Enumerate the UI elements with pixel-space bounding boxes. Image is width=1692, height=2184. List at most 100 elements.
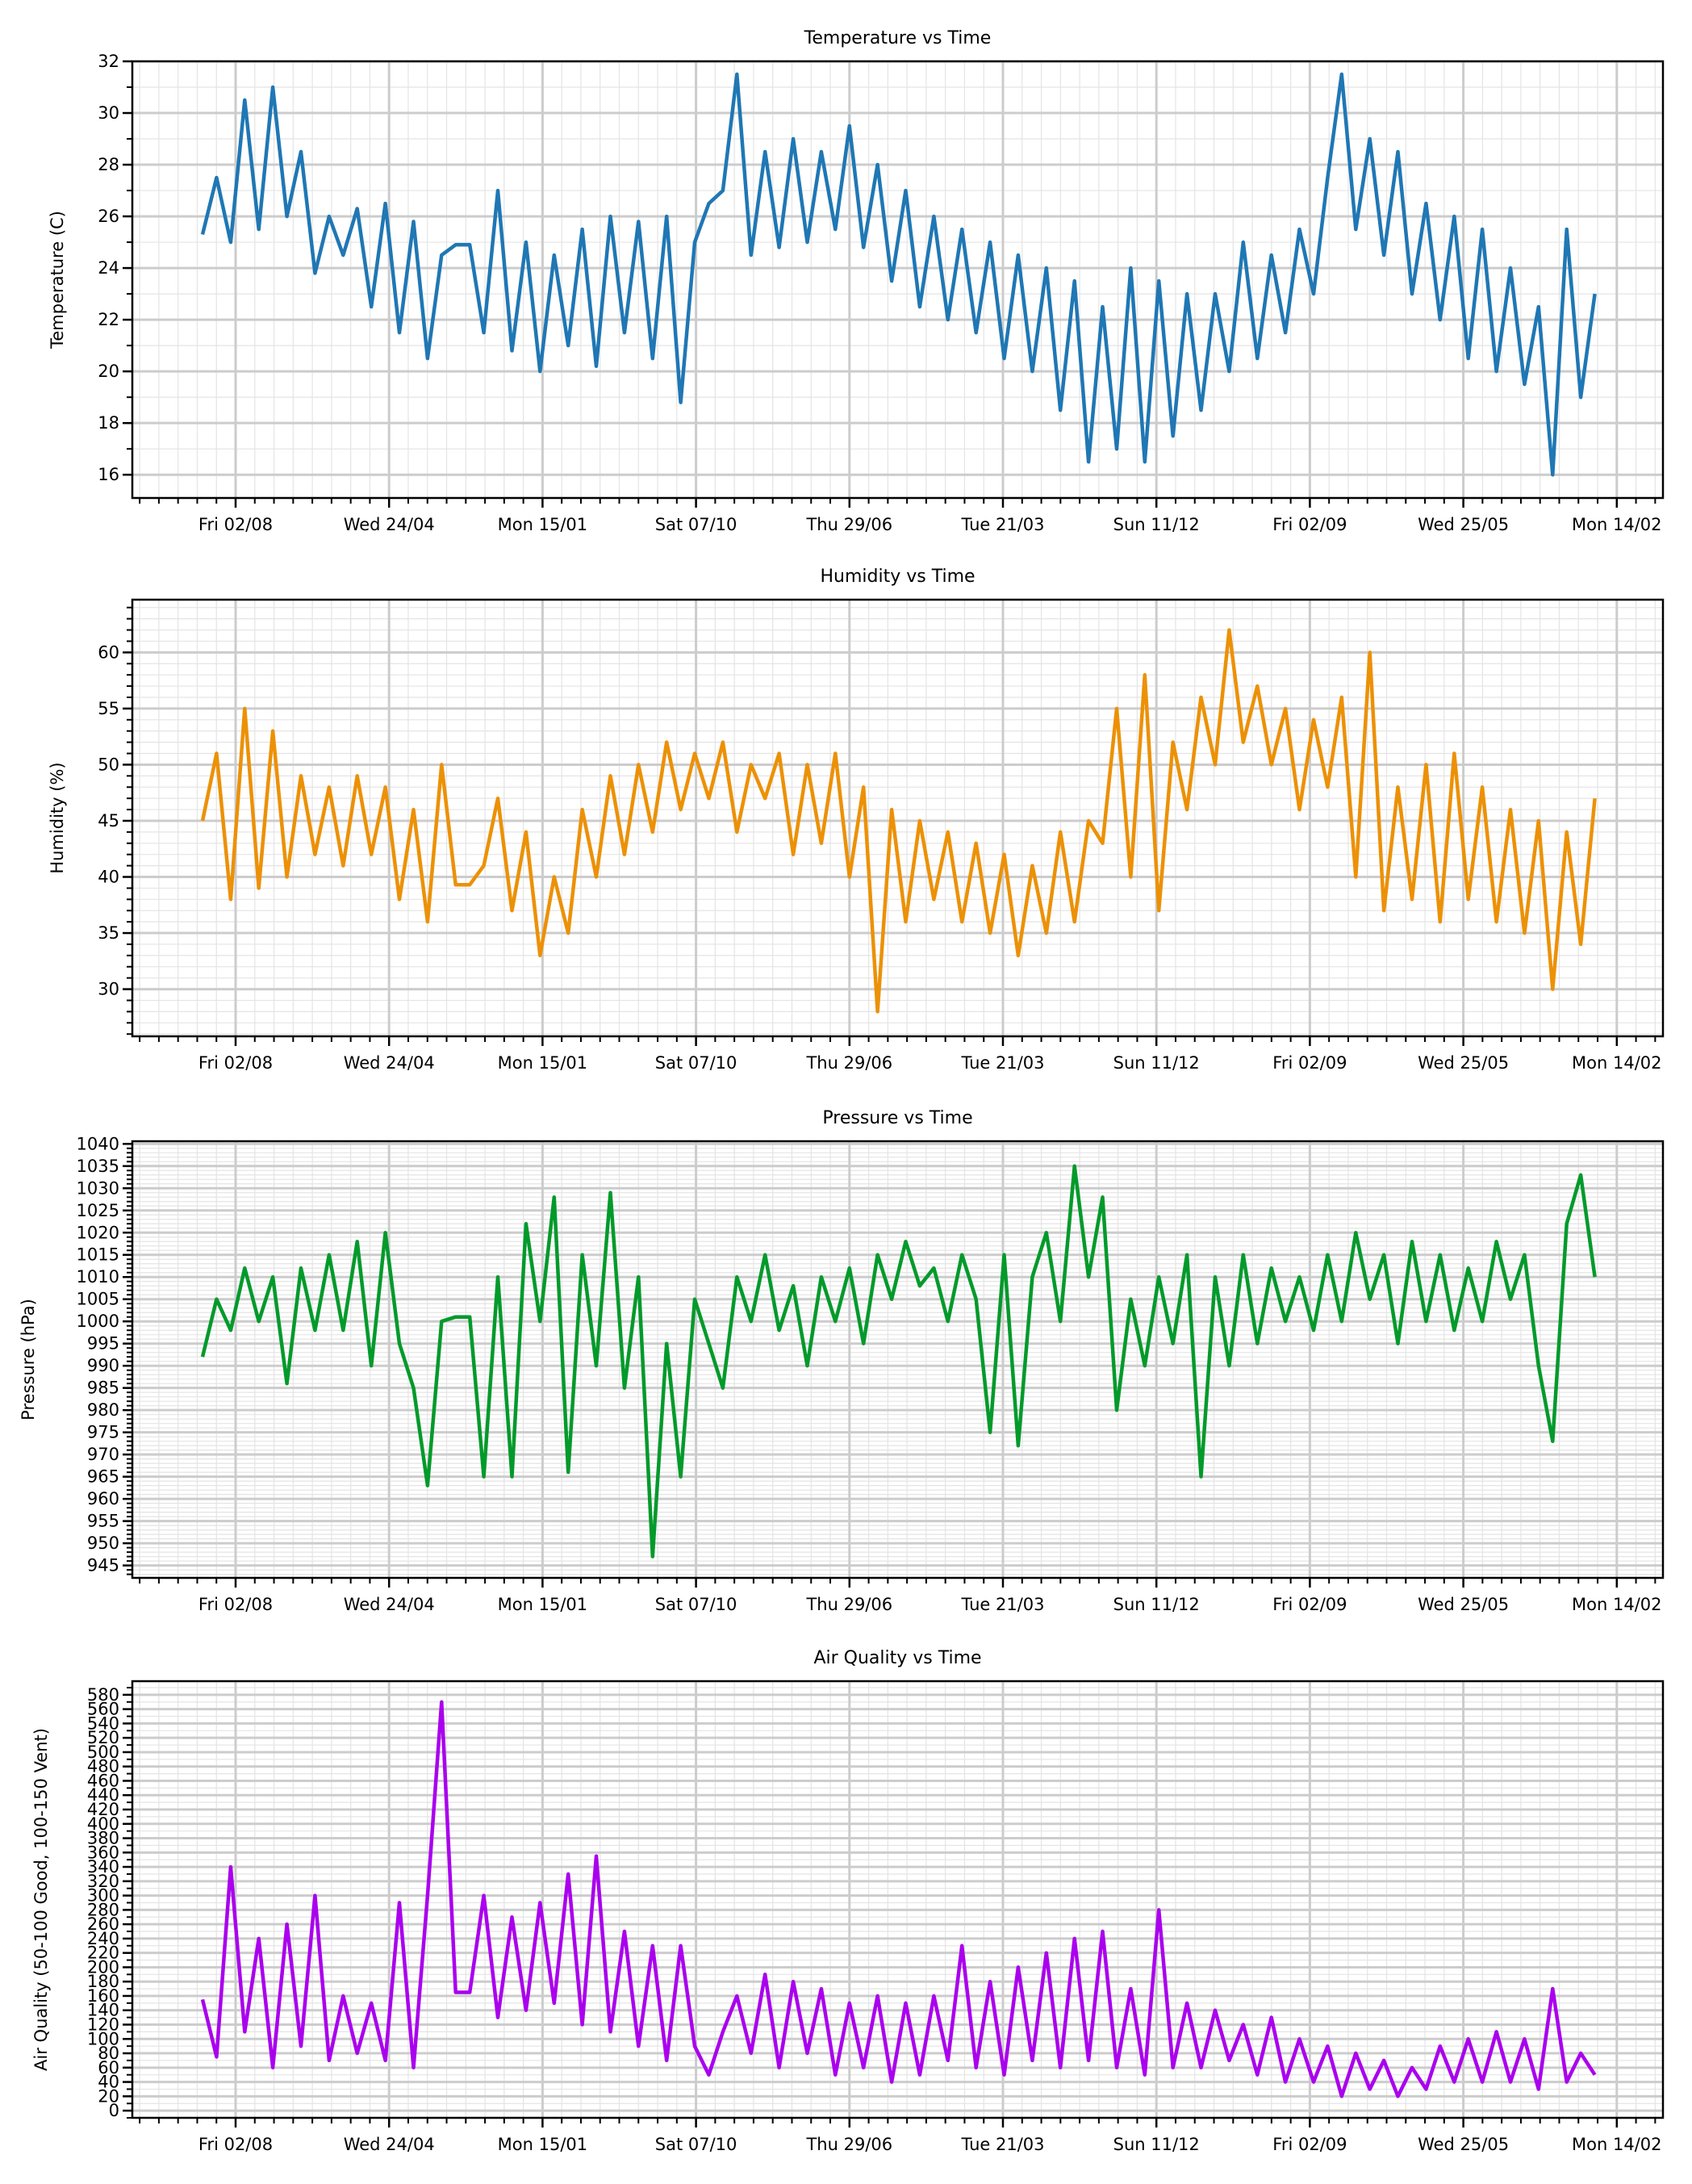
y-tick-label: 985 bbox=[87, 1379, 119, 1398]
x-tick-label: Thu 29/06 bbox=[805, 515, 892, 534]
y-tick-label: 30 bbox=[98, 980, 119, 999]
y-tick-label: 140 bbox=[87, 2001, 119, 2020]
x-tick-label: Sat 07/10 bbox=[655, 515, 737, 534]
x-tick-label: Sun 11/12 bbox=[1113, 1595, 1200, 1614]
y-tick-label: 60 bbox=[98, 2058, 119, 2077]
y-tick-label: 40 bbox=[98, 2073, 119, 2092]
y-tick-label: 120 bbox=[87, 2015, 119, 2035]
x-tick-label: Fri 02/08 bbox=[198, 1595, 273, 1614]
y-tick-label: 45 bbox=[98, 811, 119, 831]
chart-panel-4: Fri 02/08 Wed 24/04 Mon 15/01 Sat 07/10 Thu … bbox=[31, 1648, 1665, 2154]
y-tick-label: 945 bbox=[87, 1556, 119, 1575]
y-tick-label: 1020 bbox=[77, 1223, 119, 1242]
y-tick-label: 950 bbox=[87, 1533, 119, 1553]
y-tick-label: 50 bbox=[98, 755, 119, 774]
y-tick-label: 560 bbox=[87, 1700, 119, 1719]
y-tick-label: 55 bbox=[98, 699, 119, 718]
y-tick-label: 955 bbox=[87, 1512, 119, 1531]
x-tick-label: Mon 15/01 bbox=[498, 1053, 587, 1073]
chart-title: Temperature vs Time bbox=[804, 28, 992, 48]
y-tick-label: 360 bbox=[87, 1843, 119, 1862]
chart-panel-2: Fri 02/08 Wed 24/04 Mon 15/01 Sat 07/10 Thu … bbox=[48, 567, 1665, 1073]
x-tick-label: Mon 14/02 bbox=[1572, 1053, 1661, 1073]
y-tick-label: 420 bbox=[87, 1800, 119, 1819]
y-tick-label: 580 bbox=[87, 1685, 119, 1705]
x-tick-label: Wed 25/05 bbox=[1418, 515, 1509, 534]
y-tick-label: 18 bbox=[98, 413, 119, 433]
y-tick-label: 28 bbox=[98, 155, 119, 174]
x-tick-label: Sun 11/12 bbox=[1113, 1053, 1200, 1073]
y-tick-label: 975 bbox=[87, 1423, 119, 1442]
chart-title: Air Quality vs Time bbox=[813, 1648, 981, 1668]
x-tick-label: Fri 02/09 bbox=[1272, 515, 1347, 534]
x-tick-label: Tue 21/03 bbox=[960, 1595, 1044, 1614]
x-tick-label: Sun 11/12 bbox=[1113, 2135, 1200, 2154]
y-tick-label: 960 bbox=[87, 1489, 119, 1508]
y-tick-label: 100 bbox=[87, 2029, 119, 2048]
x-tick-label: Mon 14/02 bbox=[1572, 2135, 1661, 2154]
x-tick-label: Mon 15/01 bbox=[498, 1595, 587, 1614]
x-tick-label: Mon 15/01 bbox=[498, 515, 587, 534]
y-tick-label: 30 bbox=[98, 103, 119, 123]
y-tick-label: 35 bbox=[98, 923, 119, 943]
chart-panel-3: Fri 02/08 Wed 24/04 Mon 15/01 Sat 07/10 Thu … bbox=[19, 1108, 1665, 1614]
y-tick-label: 320 bbox=[87, 1872, 119, 1891]
y-tick-label: 80 bbox=[98, 2044, 119, 2063]
data-line bbox=[200, 1700, 1597, 2098]
y-tick-label: 1030 bbox=[77, 1178, 119, 1198]
x-tick-label: Wed 24/04 bbox=[344, 1595, 435, 1614]
y-axis-label: Temperature (C) bbox=[48, 211, 67, 349]
x-tick-label: Thu 29/06 bbox=[805, 1595, 892, 1614]
y-axis-label: Pressure (hPa) bbox=[19, 1299, 38, 1420]
y-tick-label: 240 bbox=[87, 1929, 119, 1948]
y-tick-label: 440 bbox=[87, 1785, 119, 1805]
x-tick-label: Mon 14/02 bbox=[1572, 1595, 1661, 1614]
y-tick-label: 1015 bbox=[77, 1245, 119, 1265]
y-tick-label: 26 bbox=[98, 207, 119, 226]
x-tick-label: Fri 02/08 bbox=[198, 515, 273, 534]
axes-frame bbox=[131, 598, 1665, 1038]
y-axis-label: Air Quality (50-100 Good, 100-150 Vent) bbox=[31, 1728, 51, 2071]
chart-title: Pressure vs Time bbox=[822, 1108, 972, 1128]
axes-frame bbox=[131, 1680, 1665, 2119]
x-tick-label: Fri 02/08 bbox=[198, 1053, 273, 1073]
axes-frame bbox=[131, 1140, 1665, 1579]
y-tick-label: 180 bbox=[87, 1972, 119, 1991]
y-tick-label: 995 bbox=[87, 1334, 119, 1353]
y-tick-label: 460 bbox=[87, 1771, 119, 1790]
y-tick-label: 22 bbox=[98, 310, 119, 329]
x-tick-label: Sat 07/10 bbox=[655, 1053, 737, 1073]
x-tick-label: Sun 11/12 bbox=[1113, 515, 1200, 534]
y-axis-label: Humidity (%) bbox=[48, 762, 67, 873]
y-tick-label: 400 bbox=[87, 1814, 119, 1834]
y-tick-label: 500 bbox=[87, 1743, 119, 1762]
x-tick-label: Tue 21/03 bbox=[960, 2135, 1044, 2154]
y-tick-label: 60 bbox=[98, 642, 119, 662]
y-tick-label: 965 bbox=[87, 1467, 119, 1487]
y-tick-label: 20 bbox=[98, 362, 119, 381]
y-tick-label: 200 bbox=[87, 1957, 119, 1977]
y-tick-label: 980 bbox=[87, 1400, 119, 1420]
data-line bbox=[200, 72, 1597, 477]
y-tick-label: 480 bbox=[87, 1757, 119, 1776]
y-tick-label: 16 bbox=[98, 465, 119, 484]
x-tick-label: Mon 14/02 bbox=[1572, 515, 1661, 534]
x-tick-label: Sat 07/10 bbox=[655, 2135, 737, 2154]
x-tick-label: Wed 25/05 bbox=[1418, 1053, 1509, 1073]
x-tick-label: Wed 24/04 bbox=[344, 2135, 435, 2154]
chart-title: Humidity vs Time bbox=[820, 567, 975, 587]
y-tick-label: 0 bbox=[109, 2101, 119, 2120]
y-tick-label: 20 bbox=[98, 2086, 119, 2106]
y-tick-label: 260 bbox=[87, 1914, 119, 1934]
x-tick-label: Fri 02/09 bbox=[1272, 2135, 1347, 2154]
x-tick-label: Wed 24/04 bbox=[344, 1053, 435, 1073]
y-tick-label: 1010 bbox=[77, 1267, 119, 1287]
y-tick-label: 970 bbox=[87, 1445, 119, 1464]
y-tick-label: 340 bbox=[87, 1857, 119, 1876]
y-tick-label: 520 bbox=[87, 1728, 119, 1747]
y-tick-label: 1005 bbox=[77, 1290, 119, 1309]
y-tick-label: 160 bbox=[87, 1986, 119, 2006]
y-tick-label: 280 bbox=[87, 1900, 119, 1919]
x-tick-label: Thu 29/06 bbox=[805, 1053, 892, 1073]
